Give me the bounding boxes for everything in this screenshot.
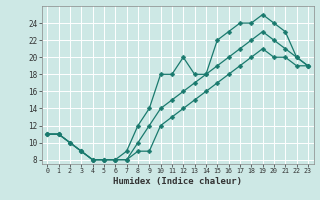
X-axis label: Humidex (Indice chaleur): Humidex (Indice chaleur) <box>113 177 242 186</box>
